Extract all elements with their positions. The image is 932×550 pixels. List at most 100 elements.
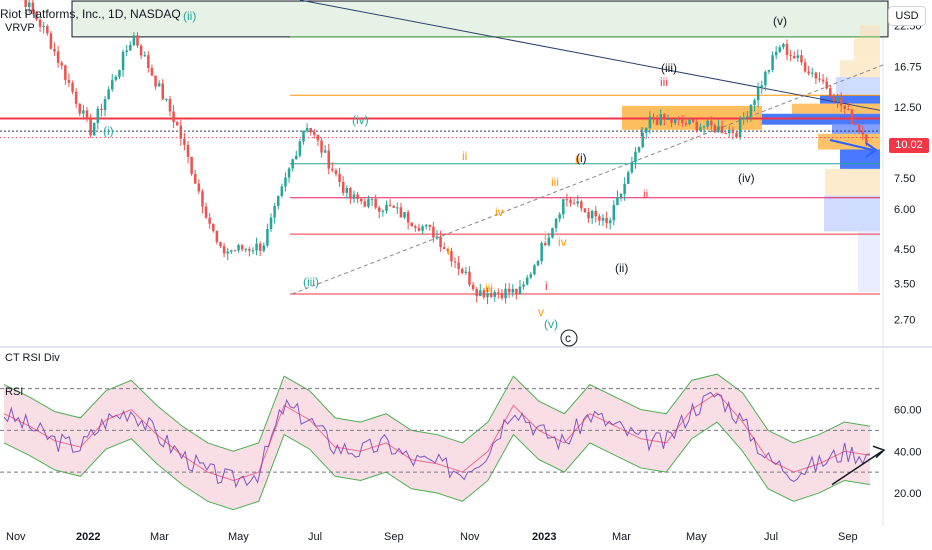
candle-body: [645, 128, 648, 133]
candle-body: [262, 245, 266, 251]
candle-body: [298, 141, 302, 156]
candle-body: [753, 100, 756, 105]
candle-body: [688, 119, 691, 125]
time-axis-tick: Nov: [460, 531, 480, 543]
candle-body: [709, 120, 713, 126]
candle-body: [746, 116, 749, 118]
candle-body: [782, 43, 785, 48]
resistance-zone-box: [71, 0, 889, 38]
candle-body: [511, 288, 515, 293]
candle-body: [756, 87, 760, 101]
wave-label: iv: [495, 205, 504, 219]
time-axis-tick: May: [228, 531, 249, 543]
wave-label: i: [545, 279, 548, 293]
candle-body: [493, 292, 496, 297]
candle-body: [233, 250, 237, 252]
candle-body: [670, 119, 673, 123]
rsi-divergence-arrow-head: [872, 445, 886, 459]
candle-body: [857, 124, 861, 133]
candle-body: [460, 268, 464, 273]
candle-body: [161, 83, 165, 100]
volume-profile-bar: [820, 95, 880, 104]
rsi-label: RSI: [5, 386, 24, 398]
candle-body: [103, 99, 107, 111]
candle-body: [681, 119, 684, 124]
wave-label: (iv): [738, 171, 755, 185]
candle-body: [699, 127, 702, 131]
candle-body: [118, 70, 121, 77]
candle-body: [432, 226, 435, 238]
candle-body: [608, 220, 612, 224]
candle-body: [345, 187, 349, 193]
candle-body: [204, 206, 208, 218]
candle-body: [778, 47, 782, 52]
candle-body: [439, 236, 442, 248]
candle-body: [331, 168, 334, 171]
candle-body: [150, 67, 154, 76]
candle-body: [717, 126, 720, 133]
candle-body: [865, 134, 868, 144]
wave-label: (ii): [183, 9, 196, 23]
candle-body: [269, 217, 273, 230]
candle-body: [327, 150, 331, 169]
candle-body: [244, 248, 248, 250]
volume-profile-bar: [840, 60, 880, 78]
candle-body: [143, 55, 146, 57]
time-axis-tick: Mar: [612, 531, 631, 543]
candle-body: [266, 229, 269, 246]
candle-body: [46, 26, 49, 34]
candle-body: [594, 210, 598, 217]
candle-body: [136, 35, 139, 46]
candle-body: [691, 119, 695, 122]
candle-body: [78, 103, 82, 114]
candle-body: [179, 125, 183, 139]
wave-label: (ii): [615, 261, 628, 275]
candle-body: [201, 191, 204, 207]
candle-body: [74, 91, 78, 104]
vrvp-indicator-label[interactable]: VRVP: [5, 22, 35, 34]
candle-body: [507, 288, 511, 293]
candle-body: [284, 177, 287, 187]
volume-profile-bar: [858, 231, 880, 292]
candle-body: [839, 97, 843, 106]
candle-body: [706, 120, 709, 127]
wave-label: i: [544, 229, 547, 243]
candle-body: [843, 105, 847, 109]
candle-body: [107, 89, 110, 100]
candle-body: [71, 82, 74, 92]
candle-body: [31, 2, 35, 12]
candle-body: [540, 243, 543, 262]
candle-body: [814, 72, 818, 79]
candle-body: [27, 2, 31, 7]
candle-body: [129, 45, 132, 51]
candle-body: [572, 203, 576, 205]
descending-trend-line: [299, 0, 881, 111]
candle-body: [728, 129, 731, 134]
currency-button[interactable]: USD: [888, 6, 926, 26]
candle-body: [85, 110, 89, 119]
candle-body: [442, 247, 446, 250]
candle-body: [558, 214, 561, 219]
rsi-line: [3, 391, 871, 489]
candle-body: [648, 116, 652, 129]
rsi-moving-average: [3, 392, 871, 481]
candle-body: [421, 226, 424, 231]
candle-body: [359, 198, 363, 202]
candle-body: [165, 98, 168, 100]
wave-c-circle: [560, 329, 578, 347]
candle-body: [273, 205, 276, 218]
candle-body: [219, 242, 222, 247]
candle-body: [774, 51, 778, 56]
candle-body: [305, 128, 309, 131]
candle-body: [49, 33, 53, 49]
candle-body: [829, 88, 832, 97]
rsi-pane-title[interactable]: CT RSI Div: [5, 352, 60, 364]
candle-body: [255, 243, 258, 251]
candle-body: [543, 243, 547, 246]
candle-body: [396, 207, 399, 209]
candle-body: [612, 205, 616, 221]
projection-arrow-head: [865, 142, 878, 158]
candle-body: [341, 182, 345, 193]
time-axis-tick: Jul: [308, 531, 322, 543]
